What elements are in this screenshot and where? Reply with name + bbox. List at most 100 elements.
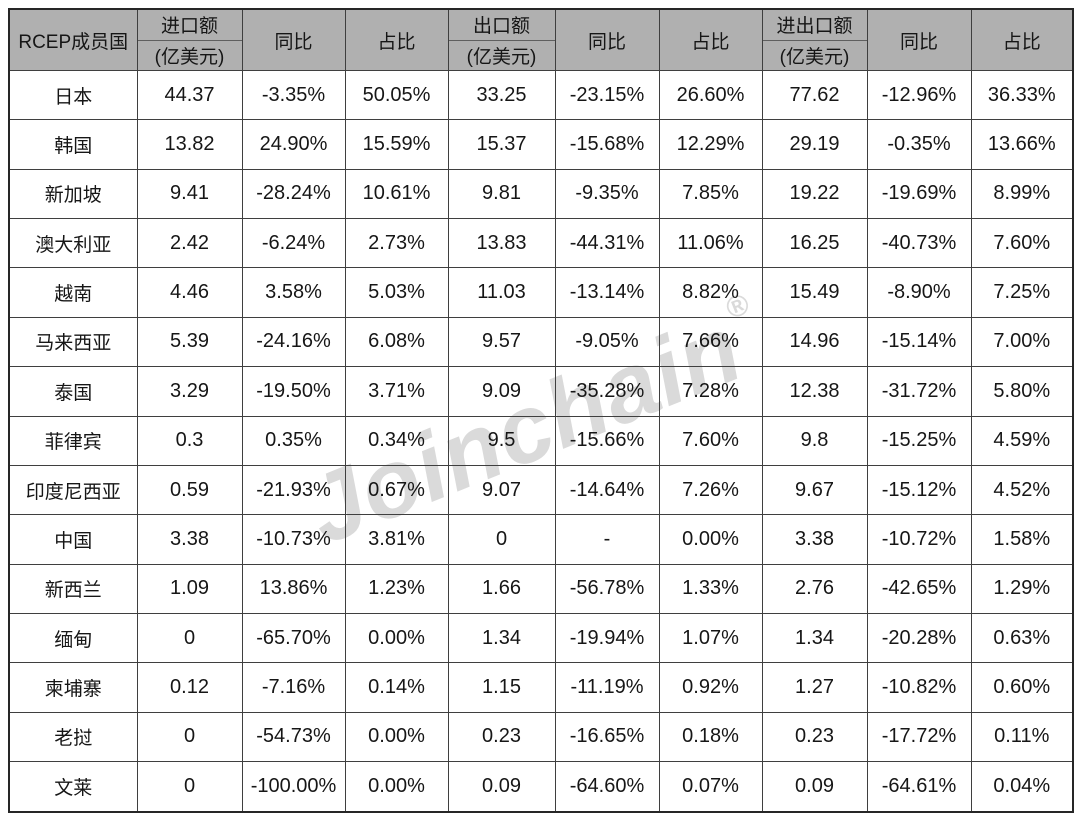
table-cell: 2.76 (761, 563, 868, 614)
table-cell: 1.66 (447, 563, 556, 614)
table-cell: 7.60% (658, 415, 763, 466)
header-import-yoy: 同比 (241, 8, 346, 71)
header-import-amount: 进口额 (亿美元) (136, 8, 243, 71)
table-cell: 0.04% (970, 761, 1074, 813)
table-cell: 13.86% (241, 563, 346, 614)
table-cell: 0.34% (344, 415, 449, 466)
table-cell: 19.22 (761, 168, 868, 220)
table-cell: 3.58% (241, 267, 346, 318)
table-cell: 7.00% (970, 316, 1074, 368)
header-export-amount-title: 出口额 (472, 16, 530, 38)
table-cell: -15.14% (866, 316, 972, 368)
table-cell: 15.59% (344, 119, 449, 170)
table-cell: 0.23 (761, 711, 868, 763)
table-cell: -54.73% (241, 711, 346, 763)
table-cell: 13.66% (970, 119, 1074, 170)
table-cell: 0.92% (658, 662, 763, 713)
table-cell: 1.27 (761, 662, 868, 713)
row-country: 马来西亚 (8, 316, 138, 368)
table-cell: - (554, 514, 660, 565)
row-country: 印度尼西亚 (8, 464, 138, 516)
table-row: 新加坡 9.41 -28.24% 10.61% 9.81 -9.35% 7.85% 19.22… (8, 168, 1074, 220)
row-country: 泰国 (8, 366, 138, 417)
header-row: RCEP成员国 进口额 (亿美元) 同比 占比 出口额 (亿美元) 同比 占 (8, 8, 1074, 71)
table-row: 新西兰 1.09 13.86% 1.23% 1.66 -56.78% 1.33% 2.76 -4… (8, 563, 1074, 614)
table-body: 日本 44.37 -3.35% 50.05% 33.25 -23.15% 26.60% 77.… (8, 69, 1074, 813)
table-row: 印度尼西亚 0.59 -21.93% 0.67% 9.07 -14.64% 7.26% 9.6… (8, 464, 1074, 516)
row-country: 菲律宾 (8, 415, 138, 466)
table-cell: 5.80% (970, 366, 1074, 417)
table-cell: 4.52% (970, 464, 1074, 516)
table-cell: -35.28% (554, 366, 660, 417)
table-cell: -19.69% (866, 168, 972, 220)
table-cell: 1.07% (658, 612, 763, 664)
table-cell: -12.96% (866, 69, 972, 121)
table-row: 日本 44.37 -3.35% 50.05% 33.25 -23.15% 26.60% 77.… (8, 69, 1074, 121)
table-cell: 1.15 (447, 662, 556, 713)
table-cell: 0.14% (344, 662, 449, 713)
table-cell: 24.90% (241, 119, 346, 170)
table-cell: 3.29 (136, 366, 243, 417)
table-cell: 9.81 (447, 168, 556, 220)
table-cell: 0.09 (447, 761, 556, 813)
header-country: RCEP成员国 (8, 8, 138, 71)
table-cell: 1.58% (970, 514, 1074, 565)
table-cell: -44.31% (554, 218, 660, 269)
row-country: 日本 (8, 69, 138, 121)
table-cell: 0 (447, 514, 556, 565)
table-cell: 44.37 (136, 69, 243, 121)
table-cell: 4.46 (136, 267, 243, 318)
table-cell: 7.66% (658, 316, 763, 368)
table-cell: 2.42 (136, 218, 243, 269)
header-total-amount-unit: (亿美元) (763, 39, 866, 70)
rcep-trade-table: RCEP成员国 进口额 (亿美元) 同比 占比 出口额 (亿美元) 同比 占 (8, 8, 1074, 813)
table-cell: 0 (136, 761, 243, 813)
header-total-share: 占比 (970, 8, 1074, 71)
row-country: 缅甸 (8, 612, 138, 664)
table-cell: 12.29% (658, 119, 763, 170)
table-cell: 5.39 (136, 316, 243, 368)
table-cell: 0.63% (970, 612, 1074, 664)
row-country: 澳大利亚 (8, 218, 138, 269)
table-cell: -15.68% (554, 119, 660, 170)
table-cell: -0.35% (866, 119, 972, 170)
table-cell: 33.25 (447, 69, 556, 121)
table-cell: 29.19 (761, 119, 868, 170)
table-cell: 0.00% (344, 711, 449, 763)
table-cell: 9.41 (136, 168, 243, 220)
table-cell: 0.23 (447, 711, 556, 763)
table-cell: -17.72% (866, 711, 972, 763)
row-country: 柬埔寨 (8, 662, 138, 713)
table-cell: 12.38 (761, 366, 868, 417)
table-cell: -3.35% (241, 69, 346, 121)
table-cell: 5.03% (344, 267, 449, 318)
table-cell: 3.38 (761, 514, 868, 565)
table-cell: -42.65% (866, 563, 972, 614)
table-cell: 0.00% (344, 761, 449, 813)
table-cell: 0.3 (136, 415, 243, 466)
header-export-yoy: 同比 (554, 8, 660, 71)
table-cell: -10.82% (866, 662, 972, 713)
table-cell: -10.72% (866, 514, 972, 565)
table-row: 澳大利亚 2.42 -6.24% 2.73% 13.83 -44.31% 11.06% 16.… (8, 218, 1074, 269)
table-cell: -16.65% (554, 711, 660, 763)
table-cell: 4.59% (970, 415, 1074, 466)
table-cell: -19.94% (554, 612, 660, 664)
table-cell: -24.16% (241, 316, 346, 368)
table-cell: 1.33% (658, 563, 763, 614)
table-cell: 7.60% (970, 218, 1074, 269)
table-cell: 0.11% (970, 711, 1074, 763)
header-total-yoy: 同比 (866, 8, 972, 71)
table-cell: 0.60% (970, 662, 1074, 713)
table-cell: 7.25% (970, 267, 1074, 318)
row-country: 韩国 (8, 119, 138, 170)
header-import-amount-unit: (亿美元) (138, 39, 241, 70)
table-cell: -15.25% (866, 415, 972, 466)
header-total-amount: 进出口额 (亿美元) (761, 8, 868, 71)
header-export-amount: 出口额 (亿美元) (447, 8, 556, 71)
table-cell: 0.35% (241, 415, 346, 466)
table-cell: 3.71% (344, 366, 449, 417)
table-row: 韩国 13.82 24.90% 15.59% 15.37 -15.68% 12.29% 29.… (8, 119, 1074, 170)
row-country: 文莱 (8, 761, 138, 813)
